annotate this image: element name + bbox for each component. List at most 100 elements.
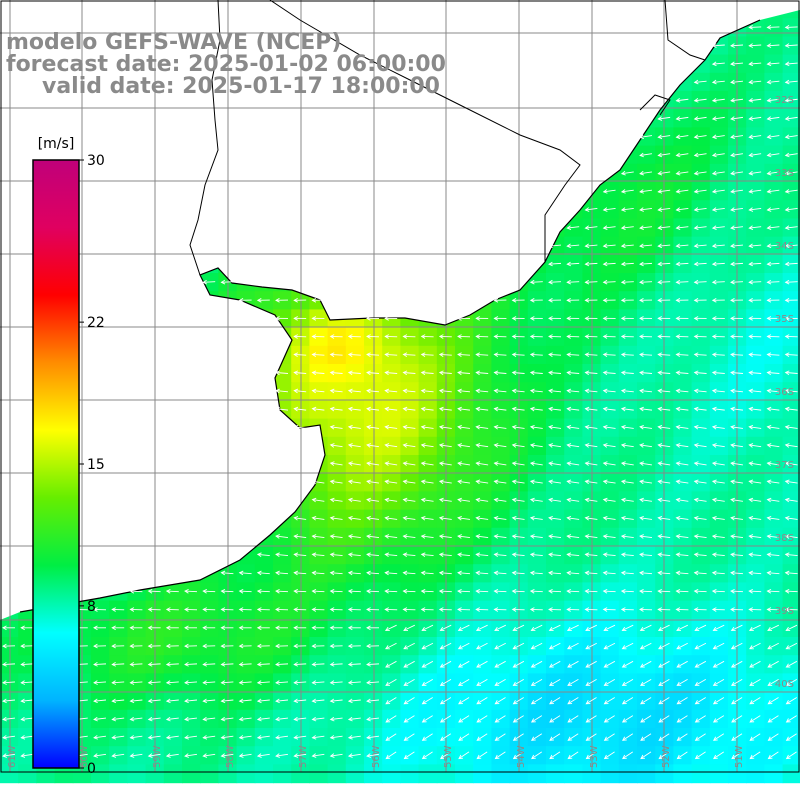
wind-arrow bbox=[566, 424, 580, 430]
wind-arrow bbox=[93, 680, 107, 685]
wind-arrow bbox=[439, 624, 452, 632]
wind-arrow bbox=[675, 424, 689, 430]
wind-arrow bbox=[620, 316, 634, 321]
field-cell bbox=[673, 728, 693, 747]
wind-arrow bbox=[385, 715, 397, 723]
wind-arrow bbox=[766, 316, 780, 321]
wind-arrow bbox=[293, 534, 307, 539]
wind-arrow bbox=[675, 461, 689, 466]
field-cell bbox=[673, 746, 693, 765]
wind-arrow bbox=[384, 352, 398, 357]
wind-arrow bbox=[675, 261, 689, 267]
wind-arrow bbox=[748, 552, 762, 558]
field-cell bbox=[673, 655, 693, 674]
wind-arrow bbox=[476, 697, 488, 705]
wind-arrow bbox=[620, 443, 634, 448]
wind-arrow bbox=[693, 152, 707, 158]
wind-arrow bbox=[256, 588, 270, 594]
wind-arrow bbox=[712, 642, 725, 650]
wind-arrow bbox=[766, 534, 780, 539]
field-cell bbox=[546, 691, 565, 711]
longitude-labels: 61W 60W 59W 58W 57W 56W 55W 54W 53W 52W 51W bbox=[7, 745, 745, 768]
wind-arrow bbox=[511, 461, 525, 466]
wind-arrow bbox=[457, 443, 471, 448]
wind-arrow bbox=[711, 297, 725, 303]
field-cell bbox=[491, 728, 511, 747]
wind-arrow bbox=[476, 751, 488, 760]
wind-arrow bbox=[657, 352, 671, 357]
wind-arrow bbox=[220, 607, 234, 612]
field-cell bbox=[382, 618, 401, 638]
wind-arrow bbox=[366, 424, 380, 430]
field-cell bbox=[564, 728, 583, 747]
wind-arrow bbox=[676, 660, 688, 668]
wind-arrow bbox=[693, 207, 707, 212]
field-cell bbox=[655, 637, 674, 656]
wind-arrow bbox=[675, 607, 689, 612]
wind-arrow bbox=[529, 334, 543, 339]
wind-arrow bbox=[129, 698, 143, 704]
wind-arrow bbox=[584, 424, 598, 430]
wind-arrow bbox=[602, 207, 616, 212]
field-cell bbox=[145, 764, 165, 784]
wind-arrow bbox=[603, 715, 615, 723]
wind-arrow bbox=[147, 662, 161, 667]
field-cell bbox=[655, 764, 674, 784]
wind-arrow bbox=[529, 424, 543, 430]
wind-arrow bbox=[366, 643, 380, 649]
field-cell bbox=[655, 709, 674, 729]
field-cell bbox=[473, 746, 492, 765]
wind-arrow bbox=[238, 588, 252, 594]
wind-arrow bbox=[676, 642, 688, 650]
wind-arrow bbox=[675, 352, 689, 357]
wind-arrow bbox=[238, 570, 252, 576]
wind-arrow bbox=[147, 680, 161, 685]
wind-arrow bbox=[657, 334, 671, 339]
latitude-label: 40S bbox=[775, 679, 794, 690]
wind-arrow bbox=[347, 443, 361, 448]
wind-arrow bbox=[2, 643, 16, 649]
wind-arrow bbox=[220, 735, 234, 740]
wind-arrow bbox=[711, 406, 725, 412]
coastline bbox=[19, 0, 761, 613]
wind-arrow bbox=[202, 643, 216, 649]
wind-arrow bbox=[438, 334, 452, 339]
wind-arrow bbox=[766, 243, 780, 249]
field-cell bbox=[618, 673, 638, 693]
wind-arrow bbox=[785, 733, 797, 741]
field-cell bbox=[746, 764, 765, 784]
wind-arrow bbox=[784, 479, 798, 485]
wind-arrow bbox=[602, 588, 616, 594]
wind-arrow bbox=[785, 697, 797, 705]
wind-arrow bbox=[402, 607, 416, 612]
wind-arrow bbox=[730, 607, 744, 612]
field-cell bbox=[673, 109, 693, 128]
wind-arrow bbox=[639, 370, 653, 376]
wind-arrow bbox=[438, 461, 452, 466]
wind-arrow bbox=[712, 678, 725, 686]
wind-arrow bbox=[567, 733, 579, 741]
wind-arrow bbox=[602, 570, 616, 576]
wind-arrow bbox=[639, 461, 653, 466]
wind-arrow bbox=[530, 678, 543, 686]
wind-arrow bbox=[711, 461, 725, 466]
wind-arrow bbox=[293, 570, 307, 576]
wind-arrow bbox=[784, 207, 798, 212]
wind-arrow bbox=[2, 662, 16, 667]
wind-arrow bbox=[20, 680, 34, 685]
field-cell bbox=[473, 709, 492, 729]
wind-arrow bbox=[766, 497, 780, 503]
wind-arrow bbox=[784, 570, 798, 576]
field-cell bbox=[673, 709, 693, 729]
wind-arrow bbox=[529, 388, 543, 394]
wind-arrow bbox=[475, 443, 489, 448]
wind-arrow bbox=[766, 352, 780, 357]
wind-arrow bbox=[220, 625, 234, 631]
wind-arrow bbox=[785, 751, 797, 760]
wind-arrow bbox=[766, 79, 780, 85]
wind-arrow bbox=[675, 98, 689, 103]
wind-arrow bbox=[494, 642, 506, 650]
field-cell bbox=[564, 655, 583, 674]
wind-arrow bbox=[421, 697, 433, 705]
field-cell bbox=[600, 655, 620, 674]
